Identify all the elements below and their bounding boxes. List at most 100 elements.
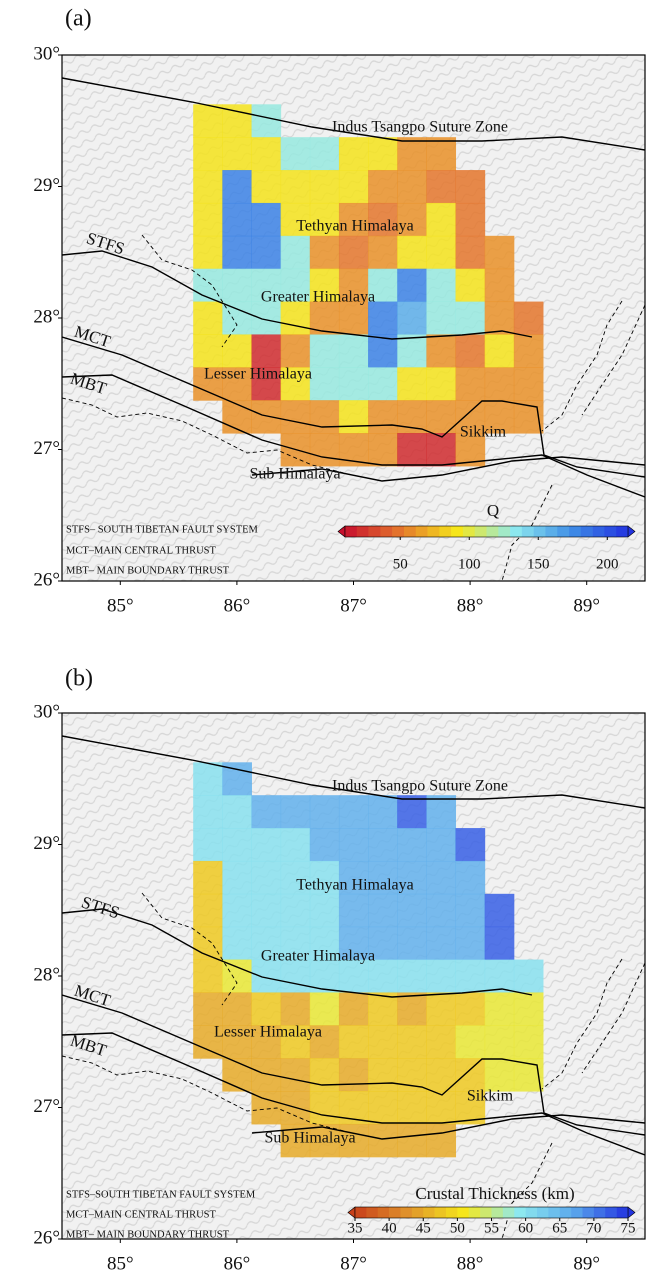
grid-cell <box>368 400 398 433</box>
grid-cell <box>368 894 398 927</box>
grid-cell <box>485 1025 515 1058</box>
colorbar-tick-label: 200 <box>596 556 619 572</box>
colorbar-tick-label: 65 <box>552 1220 567 1236</box>
grid-cell <box>456 1058 486 1091</box>
panel-label: (a) <box>65 6 92 32</box>
colorbar-segment <box>369 526 381 537</box>
lon-tick-label: 85° <box>107 595 134 616</box>
legend-text: MCT–MAIN CENTRAL THRUST <box>66 545 217 556</box>
grid-cell <box>397 1124 427 1157</box>
colorbar-segment <box>487 526 499 537</box>
place-label: Sikkim <box>467 1088 514 1105</box>
lat-tick-label: 30° <box>33 701 60 722</box>
grid-cell <box>426 1124 456 1157</box>
grid-cell <box>339 170 369 203</box>
colorbar-segment <box>548 1207 560 1218</box>
grid-cell <box>485 334 515 367</box>
lat-tick-label: 27° <box>33 438 60 459</box>
grid-cell <box>514 1025 544 1058</box>
colorbar-segment <box>378 1207 390 1218</box>
grid-cell <box>397 828 427 861</box>
grid-cell <box>426 960 456 993</box>
colorbar-tick-label: 55 <box>484 1220 499 1236</box>
colorbar-segment <box>469 1207 481 1218</box>
grid-cell <box>485 302 515 335</box>
grid-cell <box>368 1058 398 1091</box>
colorbar-segment <box>412 1207 424 1218</box>
grid-cell <box>193 236 223 269</box>
colorbar-segment <box>510 526 522 537</box>
grid-cell <box>251 170 281 203</box>
colorbar-tick-label: 50 <box>393 556 408 572</box>
grid-cell <box>456 269 486 302</box>
grid-cell <box>426 433 456 466</box>
grid-cell <box>339 1025 369 1058</box>
grid-cell <box>456 1025 486 1058</box>
grid-cell <box>397 367 427 400</box>
place-label: Sub Himalaya <box>249 466 340 483</box>
colorbar-segment <box>423 1207 435 1218</box>
lat-tick-label: 26° <box>33 1227 60 1248</box>
colorbar-segment <box>616 526 628 537</box>
grid-cell <box>193 795 223 828</box>
colorbar-segment <box>357 526 369 537</box>
colorbar-segment <box>560 1207 572 1218</box>
grid-cell <box>514 992 544 1025</box>
grid-cell <box>193 302 223 335</box>
grid-cell <box>251 137 281 170</box>
colorbar-segment <box>380 526 392 537</box>
lat-tick-label: 29° <box>33 833 60 854</box>
grid-cell <box>397 894 427 927</box>
grid-cell <box>281 828 311 861</box>
colorbar-segment <box>492 1207 504 1218</box>
grid-cell <box>426 828 456 861</box>
grid-cell <box>426 236 456 269</box>
colorbar-segment <box>594 1207 606 1218</box>
grid-cell <box>193 137 223 170</box>
grid-cell <box>514 367 544 400</box>
grid-cell <box>456 992 486 1025</box>
grid-cell <box>281 170 311 203</box>
grid-cell <box>514 302 544 335</box>
lat-tick-label: 27° <box>33 1096 60 1117</box>
grid-cell <box>368 1025 398 1058</box>
colorbar-segment <box>389 1207 401 1218</box>
colorbar-segment <box>475 526 487 537</box>
grid-cell <box>368 302 398 335</box>
grid-cell <box>310 170 340 203</box>
grid-cell <box>251 992 281 1025</box>
grid-cell <box>397 795 427 828</box>
grid-cell <box>310 433 340 466</box>
grid-cell <box>368 367 398 400</box>
grid-cell <box>193 960 223 993</box>
place-label: Indus Tsangpo Suture Zone <box>332 778 508 795</box>
grid-cell <box>397 992 427 1025</box>
legend-text: MCT–MAIN CENTRAL THRUST <box>66 1209 217 1220</box>
grid-cell <box>222 861 252 894</box>
grid-cell <box>397 170 427 203</box>
grid-cell <box>397 960 427 993</box>
grid-cell <box>485 1058 515 1091</box>
grid-cell <box>485 927 515 960</box>
colorbar-segment <box>435 1207 447 1218</box>
lon-tick-label: 86° <box>224 1253 251 1274</box>
grid-cell <box>397 137 427 170</box>
lon-tick-label: 88° <box>457 595 484 616</box>
lon-tick-label: 89° <box>573 1253 600 1274</box>
colorbar-tick-label: 75 <box>621 1220 636 1236</box>
colorbar-segment <box>480 1207 492 1218</box>
grid-cell <box>251 400 281 433</box>
colorbar-segment <box>526 1207 538 1218</box>
lat-tick-label: 28° <box>33 964 60 985</box>
colorbar-title: Q <box>487 501 499 520</box>
lon-tick-label: 87° <box>340 1253 367 1274</box>
grid-cell <box>310 367 340 400</box>
grid-cell <box>281 400 311 433</box>
colorbar-segment <box>463 526 475 537</box>
grid-cell <box>281 236 311 269</box>
grid-cell <box>456 334 486 367</box>
grid-cell <box>222 992 252 1025</box>
colorbar-segment <box>416 526 428 537</box>
lat-tick-label: 30° <box>33 43 60 64</box>
place-label: Sub Himalaya <box>264 1130 355 1147</box>
